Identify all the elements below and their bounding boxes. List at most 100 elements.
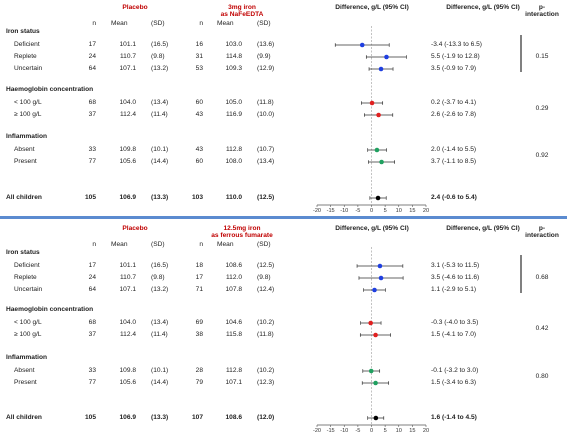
treatment-mean: 112.8 xyxy=(225,366,242,374)
treatment-n: 107 xyxy=(191,413,203,421)
placebo-sd: (13.2) xyxy=(151,64,169,72)
treatment-mean: 103.0 xyxy=(225,40,242,48)
treatment-mean: 112.8 xyxy=(225,145,242,153)
placebo-mean: 104.0 xyxy=(119,318,136,326)
placebo-mean: 110.7 xyxy=(119,52,136,60)
ci-text: 0.2 (-3.7 to 4.1) xyxy=(431,98,477,106)
placebo-sd: (13.4) xyxy=(151,318,169,326)
treatment-sd: (12.0) xyxy=(257,413,275,421)
ci-text: 5.5 (-1.9 to 12.8) xyxy=(431,52,480,60)
placebo-sd: (9.8) xyxy=(151,52,165,60)
ci-text: 1.1 (-2.9 to 5.1) xyxy=(431,285,477,293)
treatment-sd: (13.4) xyxy=(257,157,275,165)
total-label: All children xyxy=(6,413,42,421)
p-interaction-value: 0.15 xyxy=(535,52,549,60)
panel-divider xyxy=(0,216,567,219)
group-title: Inflammation xyxy=(6,353,48,361)
x-tick-label: -15 xyxy=(327,428,335,434)
treatment-mean: 108.0 xyxy=(225,157,242,165)
treatment-mean: 105.0 xyxy=(225,98,242,106)
ci-text: 1.6 (-1.4 to 4.5) xyxy=(431,413,477,421)
ci-text: 3.5 (-4.6 to 11.6) xyxy=(431,273,480,281)
treatment-header: 12.5mg iron xyxy=(223,224,261,232)
placebo-mean: 101.1 xyxy=(119,40,136,48)
point-estimate-marker xyxy=(378,66,384,72)
x-tick-label: 0 xyxy=(370,428,373,434)
p-header-sub: interaction xyxy=(525,10,559,18)
point-estimate-marker xyxy=(369,100,375,106)
placebo-sd: (10.1) xyxy=(151,145,169,153)
x-tick-label: 10 xyxy=(396,208,402,214)
treatment-sd: (12.4) xyxy=(257,285,275,293)
placebo-mean: 104.0 xyxy=(119,98,136,106)
placebo-sd: (11.4) xyxy=(151,330,168,338)
placebo-mean: 106.9 xyxy=(119,413,136,421)
point-estimate-marker xyxy=(368,320,373,326)
row-label: Present xyxy=(14,157,37,165)
treatment-n-header: n xyxy=(199,19,203,27)
treatment-n: 16 xyxy=(195,40,203,48)
placebo-n: 105 xyxy=(84,413,96,421)
p-interaction-value: 0.92 xyxy=(535,151,549,159)
treatment-n: 18 xyxy=(195,261,203,269)
placebo-header: Placebo xyxy=(122,3,148,11)
treatment-n: 60 xyxy=(195,98,203,106)
treatment-n: 43 xyxy=(195,145,203,153)
placebo-n: 37 xyxy=(88,110,96,118)
placebo-n: 17 xyxy=(88,261,96,269)
row-label: ≥ 100 g/L xyxy=(14,110,42,118)
placebo-mean: 106.9 xyxy=(119,193,136,201)
ci-header: Difference, g/L (95% CI) xyxy=(446,3,520,11)
row-label: Absent xyxy=(14,366,35,374)
x-tick-label: -10 xyxy=(340,428,348,434)
placebo-n: 77 xyxy=(88,378,96,386)
point-estimate-marker xyxy=(373,332,378,338)
treatment-mean-header: Mean xyxy=(217,240,234,248)
p-header: p- xyxy=(538,3,546,11)
row-label: Uncertain xyxy=(14,64,43,72)
treatment-mean-header: Mean xyxy=(217,19,234,27)
treatment-n: 38 xyxy=(195,330,203,338)
treatment-header-sub: as NaFeEDTA xyxy=(220,10,264,18)
placebo-sd: (13.4) xyxy=(151,98,169,106)
treatment-mean: 110.0 xyxy=(225,193,242,201)
group-title: Iron status xyxy=(6,27,40,35)
treatment-n-header: n xyxy=(199,240,203,248)
treatment-mean: 115.8 xyxy=(225,330,242,338)
row-label: Replete xyxy=(14,52,37,60)
placebo-n-header: n xyxy=(92,19,96,27)
x-tick-label: 20 xyxy=(423,208,429,214)
placebo-sd-header: (SD) xyxy=(151,19,165,27)
treatment-n: 79 xyxy=(195,378,203,386)
treatment-sd: (12.5) xyxy=(257,193,275,201)
p-interaction-value: 0.68 xyxy=(535,273,549,281)
treatment-n: 103 xyxy=(191,193,203,201)
placebo-mean: 105.6 xyxy=(119,157,136,165)
point-estimate-marker xyxy=(374,147,380,153)
point-estimate-marker xyxy=(359,42,365,48)
placebo-n-header: n xyxy=(92,240,96,248)
placebo-sd: (14.4) xyxy=(151,378,169,386)
x-tick-label: -15 xyxy=(327,208,335,214)
group-title: Inflammation xyxy=(6,132,48,140)
treatment-sd: (10.2) xyxy=(257,366,275,374)
row-label: Deficient xyxy=(14,261,40,269)
treatment-sd: (11.8) xyxy=(257,330,274,338)
p-header: p- xyxy=(538,224,546,232)
treatment-sd: (11.8) xyxy=(257,98,274,106)
point-estimate-marker xyxy=(373,415,379,421)
placebo-mean: 112.4 xyxy=(119,330,136,338)
point-estimate-marker xyxy=(373,380,378,386)
row-label: < 100 g/L xyxy=(14,318,42,326)
treatment-sd: (13.6) xyxy=(257,40,275,48)
treatment-n: 28 xyxy=(195,366,203,374)
treatment-n: 69 xyxy=(195,318,203,326)
placebo-n: 68 xyxy=(88,98,96,106)
treatment-mean: 104.6 xyxy=(225,318,242,326)
x-tick-label: 20 xyxy=(423,428,429,434)
point-estimate-marker xyxy=(378,275,384,281)
p-header-sub: interaction xyxy=(525,231,559,239)
placebo-sd: (10.1) xyxy=(151,366,169,374)
ci-text: 1.5 (-3.4 to 6.3) xyxy=(431,378,477,386)
